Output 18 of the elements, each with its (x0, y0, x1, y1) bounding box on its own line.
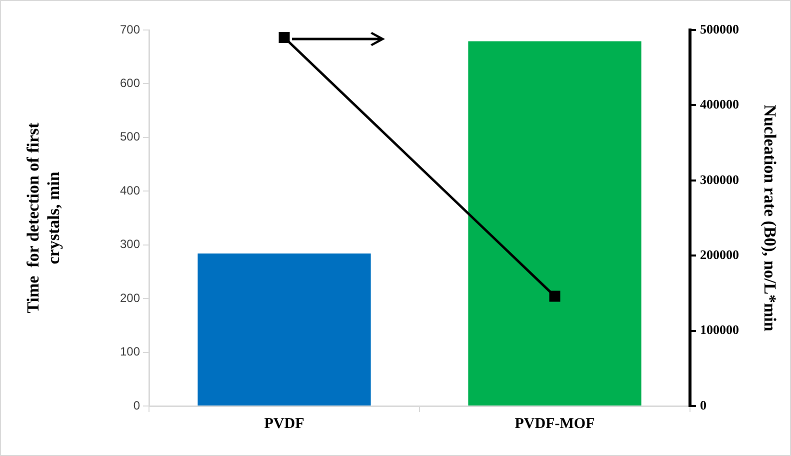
y2-tick-label: 300000 (700, 172, 739, 187)
y2-tick-label: 400000 (700, 96, 739, 112)
y-tick-label: 500 (120, 130, 140, 144)
y-tick-label: 0 (133, 398, 140, 412)
y2-tick-label: 200000 (700, 246, 739, 262)
y-tick-label: 400 (120, 183, 140, 198)
y2-axis-title: Nucleation rate (B0), no/L*min (760, 104, 780, 332)
y-tick-label: 100 (120, 344, 140, 359)
y-tick-label: 200 (120, 290, 140, 305)
x-tick-label: PVDF (264, 416, 304, 432)
y2-tick-label: 100000 (700, 322, 739, 338)
y-axis-title: Time for detection of first crystals, min (24, 122, 63, 314)
y-tick-label: 300 (120, 237, 140, 252)
y-tick-label: 600 (120, 76, 140, 90)
y2-tick-label: 500000 (700, 21, 739, 36)
x-tick-label: PVDF-MOF (514, 416, 595, 432)
y2-tick-label: 0 (700, 397, 706, 412)
y-tick-label: 700 (120, 22, 140, 36)
